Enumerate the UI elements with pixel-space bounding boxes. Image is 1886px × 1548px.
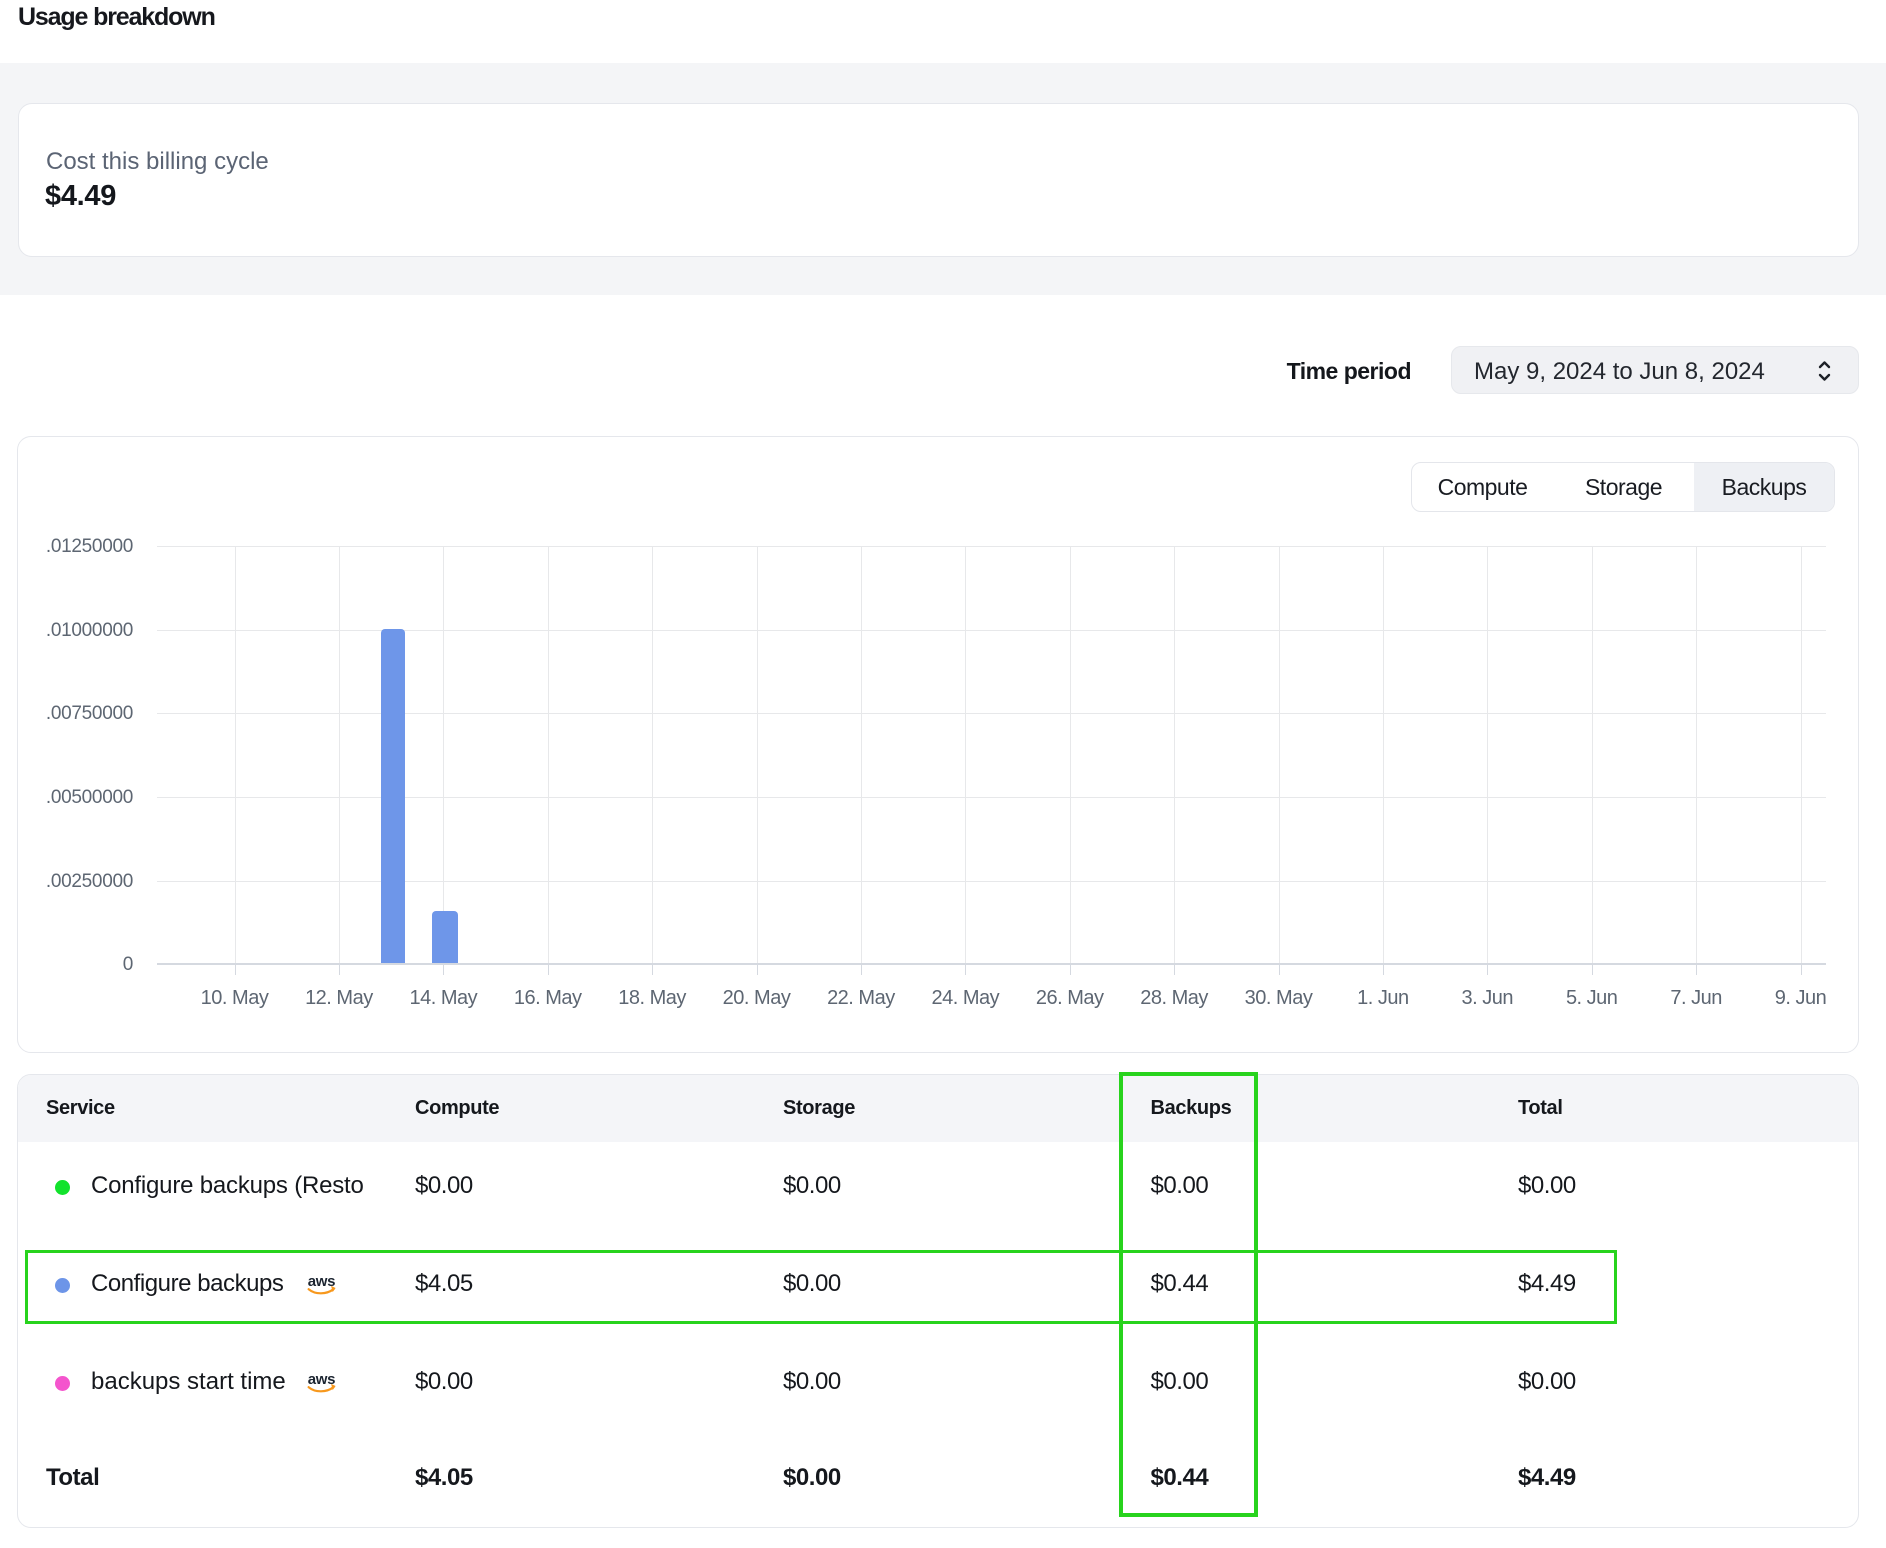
svg-text:aws: aws [308, 1274, 335, 1290]
svg-text:aws: aws [308, 1372, 335, 1388]
